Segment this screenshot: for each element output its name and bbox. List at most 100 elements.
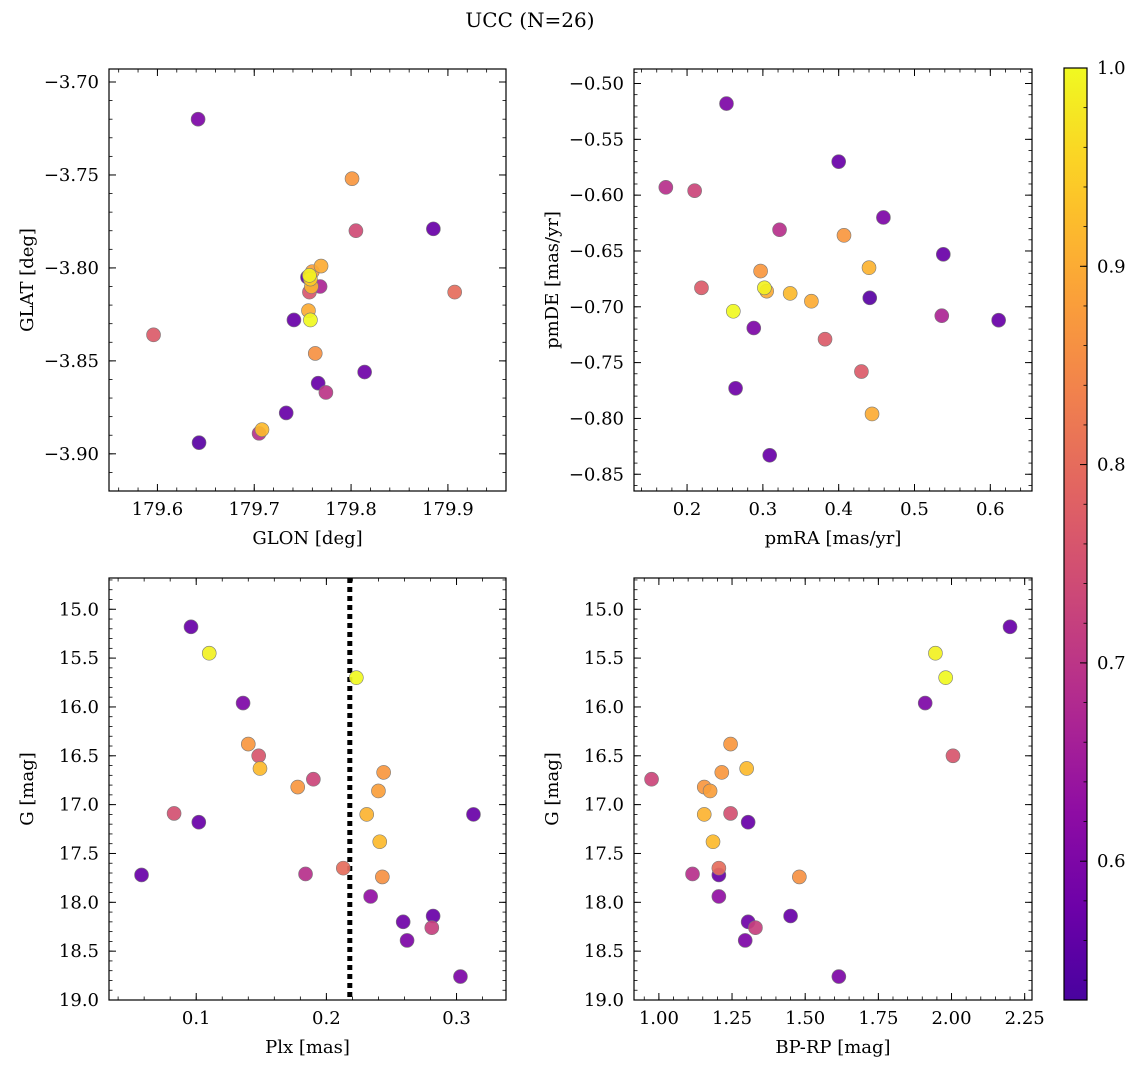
data-point — [191, 814, 207, 830]
data-point — [757, 280, 772, 296]
y-tick-label: −3.80 — [44, 258, 99, 279]
data-point — [740, 814, 756, 830]
data-point — [313, 258, 329, 274]
colorbar-tick-label: 1.0 — [1097, 58, 1126, 79]
x-tick-label: 0.1 — [182, 1008, 211, 1029]
data-point — [804, 293, 819, 309]
data-point — [862, 290, 878, 306]
panel-plx-g: 0.1 0.2 0.3 15.0 15.5 16.0 16.5 17.0 17.5 18.0 18.… — [17, 577, 507, 1058]
axes-frame — [108, 577, 507, 1001]
y-tick-label: 19.0 — [59, 990, 99, 1011]
data-point — [644, 771, 659, 787]
data-point — [344, 171, 360, 186]
data-point — [254, 422, 270, 437]
y-tick-label: 15.0 — [584, 599, 624, 620]
data-point — [183, 619, 199, 635]
y-tick-label: 18.0 — [584, 892, 624, 913]
data-point — [928, 645, 943, 661]
data-point — [861, 260, 877, 276]
data-point — [447, 284, 462, 300]
axes-frame — [108, 68, 507, 492]
x-tick-label: 0.2 — [673, 499, 702, 520]
y-tick-label: −0.50 — [569, 74, 624, 95]
data-point — [864, 406, 880, 422]
data-point — [658, 180, 674, 195]
data-point — [302, 268, 317, 283]
data-point — [723, 736, 738, 752]
x-tick-label: 179.9 — [422, 499, 474, 520]
x-tick-label: 1.25 — [712, 1008, 752, 1029]
x-axis-label: BP-RP [mag] — [775, 1037, 890, 1058]
data-point — [306, 771, 321, 787]
data-point — [876, 210, 891, 225]
data-point — [792, 869, 807, 885]
x-tick-label: 1.00 — [639, 1008, 679, 1029]
y-tick-label: −0.85 — [569, 464, 624, 485]
data-point — [831, 969, 847, 984]
y-axis-label: pmDE [mas/yr] — [542, 211, 563, 349]
y-tick-label: 18.5 — [59, 941, 99, 962]
data-point — [934, 308, 950, 324]
y-tick-label: −3.75 — [44, 165, 99, 186]
y-tick-label: 15.5 — [584, 648, 624, 669]
data-point — [191, 435, 207, 450]
y-tick-label: 17.0 — [584, 795, 624, 816]
y-tick-label: −0.80 — [569, 408, 624, 429]
x-tick-label: 0.4 — [824, 499, 853, 520]
data-point — [936, 247, 951, 262]
data-point — [286, 312, 302, 328]
data-point — [687, 183, 702, 198]
y-tick-label: 16.0 — [584, 697, 624, 718]
data-point — [746, 320, 762, 336]
y-tick-label: −0.60 — [569, 185, 624, 206]
axes-frame — [633, 68, 1033, 492]
x-tick-label: 0.5 — [900, 499, 929, 520]
y-tick-label: −3.70 — [44, 72, 99, 93]
data-point — [714, 765, 730, 780]
y-tick-label: 16.5 — [584, 746, 624, 767]
data-point — [753, 263, 768, 279]
data-point — [991, 312, 1006, 328]
data-point — [702, 783, 718, 799]
data-point — [719, 96, 734, 111]
colorbar-tick-label: 0.6 — [1097, 851, 1126, 872]
data-point — [371, 783, 386, 799]
data-point — [252, 761, 268, 776]
data-point — [335, 860, 351, 876]
data-point — [307, 346, 323, 361]
data-point — [399, 933, 415, 948]
data-point — [357, 364, 372, 380]
data-point — [917, 695, 933, 711]
data-point — [783, 908, 798, 924]
x-tick-label: 0.2 — [312, 1008, 341, 1029]
y-tick-label: 17.5 — [584, 843, 624, 864]
panel-glon-glat: 179.6 179.7 179.8 179.9 −3.90 −3.85 −3.80 −3.75… — [17, 68, 507, 549]
y-tick-label: 15.5 — [59, 648, 99, 669]
data-point — [938, 670, 953, 685]
data-point — [748, 920, 763, 936]
x-tick-label: 1.50 — [785, 1008, 825, 1029]
x-axis-label: Plx [mas] — [265, 1037, 350, 1058]
colorbar-tick-label: 0.8 — [1097, 455, 1126, 476]
y-tick-label: 18.0 — [59, 892, 99, 913]
data-point — [359, 807, 375, 822]
y-axis-label: G [mag] — [17, 752, 38, 825]
data-point — [251, 748, 266, 764]
x-tick-label: 2.25 — [1005, 1008, 1045, 1029]
y-tick-label: −0.70 — [569, 297, 624, 318]
data-point — [166, 806, 182, 821]
data-point — [453, 969, 468, 984]
y-tick-label: −0.55 — [569, 129, 624, 150]
y-tick-label: −3.90 — [44, 444, 99, 465]
data-point — [190, 111, 206, 127]
data-point — [772, 222, 787, 238]
data-point — [318, 385, 334, 400]
y-tick-label: 17.0 — [59, 795, 99, 816]
x-axis-label: GLON [deg] — [252, 528, 362, 549]
y-tick-label: 17.5 — [59, 843, 99, 864]
data-point — [240, 736, 256, 752]
data-point — [278, 405, 294, 421]
y-tick-label: 16.5 — [59, 746, 99, 767]
data-point — [349, 670, 364, 685]
